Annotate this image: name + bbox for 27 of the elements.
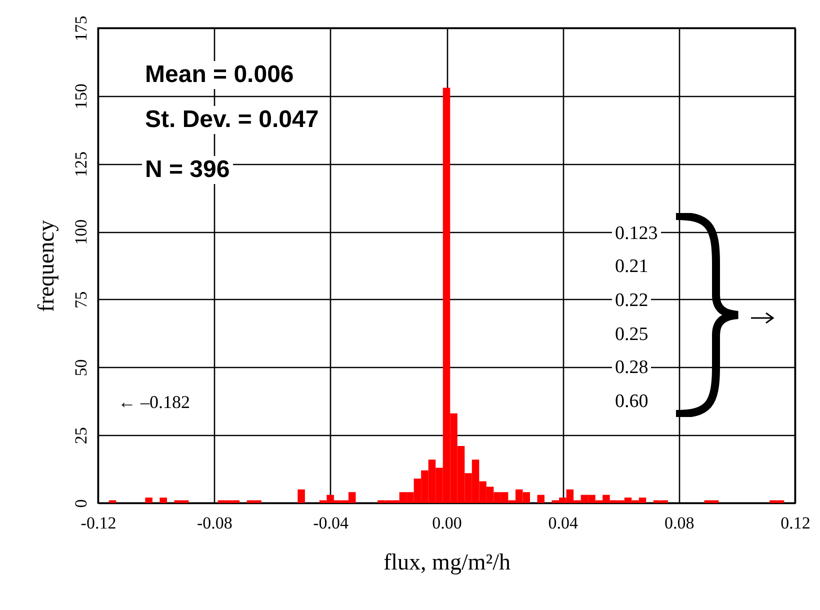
x-tick-label: 0.12 bbox=[780, 514, 810, 532]
annotation: St. Dev. = 0.047 bbox=[142, 106, 322, 134]
annotation: 0.123 bbox=[612, 222, 661, 244]
annotation: 0.25 bbox=[612, 322, 652, 346]
y-tick-label: 125 bbox=[72, 151, 90, 177]
x-tick-label: -0.04 bbox=[313, 514, 350, 532]
y-tick-label: 25 bbox=[72, 427, 90, 444]
annotation: 0.28 bbox=[612, 356, 652, 380]
y-tick-label: 75 bbox=[72, 291, 90, 308]
x-axis-title: flux, mg/m²/h bbox=[383, 550, 511, 574]
x-tick-label: 0.00 bbox=[432, 514, 462, 532]
y-tick-label: 175 bbox=[72, 16, 90, 42]
annotation: 0.60 bbox=[612, 390, 652, 413]
annotation: 0.21 bbox=[612, 255, 652, 278]
y-tick-label: 50 bbox=[72, 359, 90, 376]
x-tick-label: 0.04 bbox=[548, 514, 579, 532]
y-axis-title: frequency bbox=[34, 220, 58, 312]
annotation: ← –0.182 bbox=[115, 391, 193, 413]
x-tick-label: -0.12 bbox=[80, 514, 116, 532]
x-tick-label: 0.08 bbox=[664, 514, 694, 532]
y-tick-label: 100 bbox=[72, 219, 90, 245]
y-tick-label: 0 bbox=[72, 499, 90, 508]
annotation: Mean = 0.006 bbox=[142, 61, 297, 89]
y-tick-label: 150 bbox=[72, 84, 90, 110]
x-tick-label: -0.08 bbox=[196, 514, 232, 532]
annotation: 0.22 bbox=[612, 288, 652, 312]
annotation: N = 396 bbox=[142, 156, 233, 184]
